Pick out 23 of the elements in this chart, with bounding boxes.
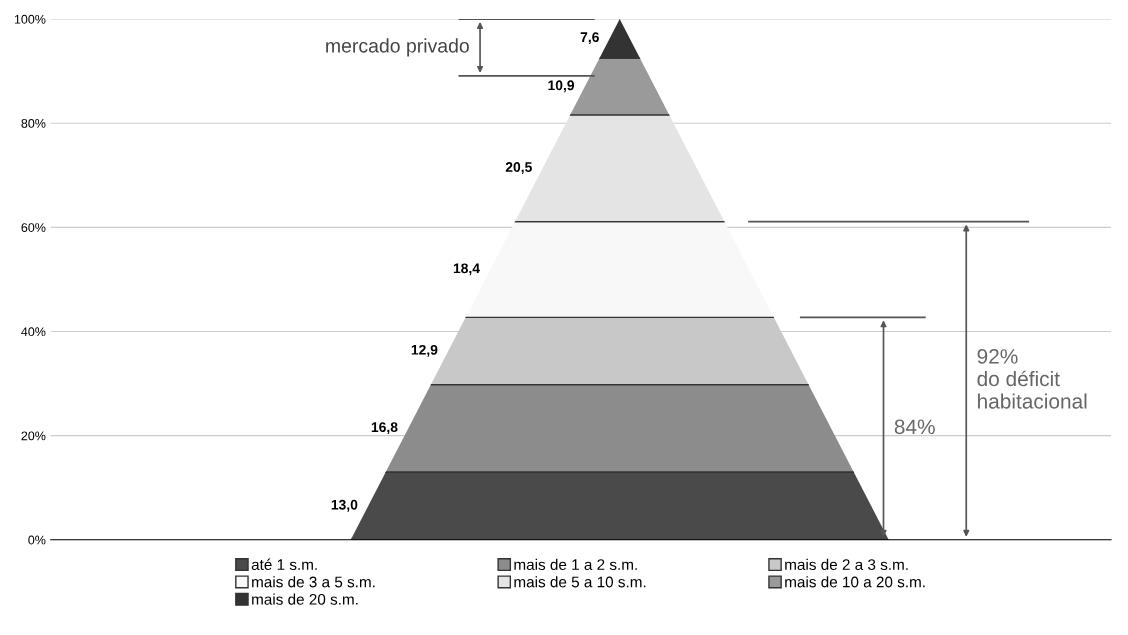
legend-label: até 1 s.m. <box>251 558 317 571</box>
y-tick-label: 80% <box>21 118 46 128</box>
y-tick-label: 60% <box>21 223 46 232</box>
data-label: 7,6 <box>580 32 599 45</box>
y-tick-label: 40% <box>21 327 46 337</box>
data-label: 20,5 <box>505 162 532 174</box>
y-tick-label: 0% <box>28 535 46 545</box>
legend-label: mais de 20 s.m. <box>252 593 358 605</box>
legend-label: mais de 1 a 2 s.m. <box>514 558 637 571</box>
annotation: 92% do déficit habitacional <box>977 349 1087 409</box>
annotation: mercado privado <box>326 38 469 57</box>
y-tick-label: 100% <box>14 14 46 24</box>
data-label: 18,4 <box>453 263 480 276</box>
annotation: 84% <box>894 419 935 435</box>
legend-label: mais de 5 a 10 s.m. <box>514 576 646 588</box>
data-label: 12,9 <box>411 344 438 357</box>
data-label: 16,8 <box>371 422 398 435</box>
legend-label: mais de 3 a 5 s.m. <box>252 576 375 588</box>
legend-label: mais de 2 a 3 s.m. <box>785 558 908 571</box>
data-label: 13,0 <box>331 499 358 512</box>
data-label: 10,9 <box>548 80 575 93</box>
legend-label: mais de 10 a 20 s.m. <box>785 576 925 588</box>
y-tick-label: 20% <box>21 431 46 441</box>
